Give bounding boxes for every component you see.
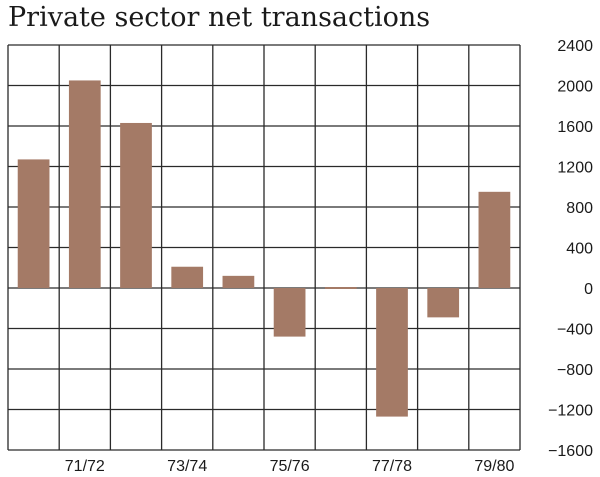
x-tick-label: 75/76 <box>270 458 310 475</box>
x-tick-label: 73/74 <box>167 458 207 475</box>
y-tick-label: 800 <box>566 200 593 217</box>
bar-73-74 <box>171 266 204 288</box>
bar-74-75 <box>222 275 255 288</box>
chart-title: Private sector net transactions <box>8 2 431 33</box>
bar-70-71 <box>17 159 50 288</box>
bar-79-80 <box>478 191 511 288</box>
y-tick-label: 400 <box>566 241 593 258</box>
bar-77-78 <box>376 288 408 417</box>
y-tick-label: 1600 <box>557 119 593 136</box>
bar-76-77 <box>324 287 357 289</box>
bar-75-76 <box>273 288 306 337</box>
y-tick-label: 2400 <box>557 38 593 55</box>
y-tick-label: −1200 <box>548 403 593 420</box>
bar-72-73 <box>120 122 152 289</box>
x-tick-label: 77/78 <box>372 458 412 475</box>
y-tick-label: 1200 <box>557 160 593 177</box>
x-tick-label: 79/80 <box>474 458 514 475</box>
x-axis-labels: 71/72 73/74 75/76 77/78 79/80 <box>65 458 515 475</box>
x-tick-label: 71/72 <box>65 458 105 475</box>
y-axis-labels: 2400 2000 1600 1200 800 400 0 −400 −800 −1200 −160… <box>548 38 593 460</box>
y-tick-label: −1600 <box>548 443 593 460</box>
y-tick-label: −800 <box>557 362 593 379</box>
y-tick-label: 0 <box>584 281 593 298</box>
bar-71-72 <box>68 80 101 288</box>
y-tick-label: −400 <box>557 322 593 339</box>
bar-78-79 <box>427 288 460 318</box>
bars <box>17 80 511 417</box>
y-tick-label: 2000 <box>557 79 593 96</box>
